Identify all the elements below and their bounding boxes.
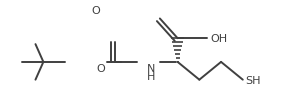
Text: O: O — [96, 64, 105, 74]
Text: SH: SH — [246, 76, 261, 86]
Text: N: N — [147, 64, 155, 74]
Text: O: O — [91, 6, 100, 17]
Text: H: H — [147, 72, 155, 82]
Text: OH: OH — [210, 34, 227, 44]
